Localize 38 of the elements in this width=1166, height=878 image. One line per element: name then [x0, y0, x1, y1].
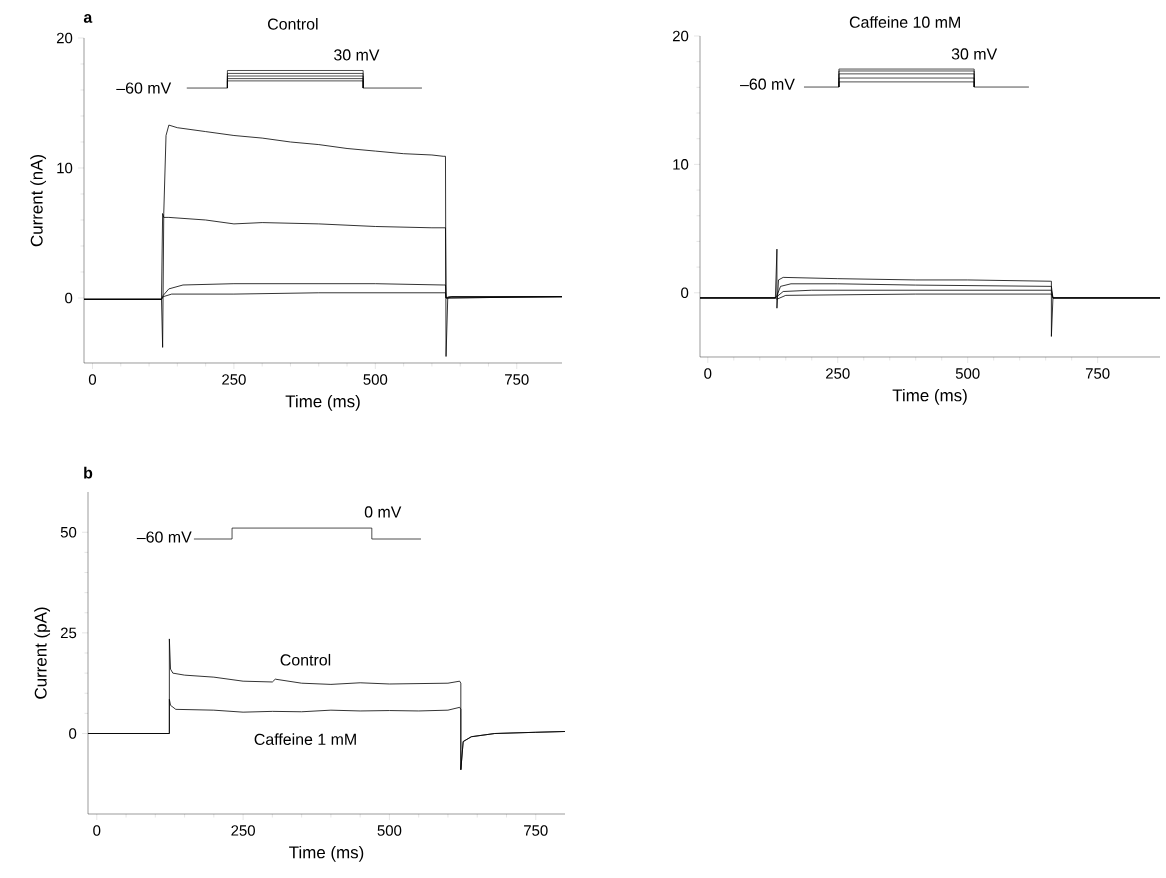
x-tick-label: 250 — [231, 825, 255, 836]
x-tick-label: 750 — [505, 374, 529, 385]
x-tick-label: 0 — [88, 374, 97, 385]
y-axis-title: Current (pA) — [34, 607, 51, 699]
y-tick-label: 10 — [673, 159, 689, 170]
annotation: –60 mV — [116, 82, 172, 94]
y-tick-label: 0 — [681, 287, 689, 299]
series-label: Control — [280, 653, 331, 666]
y-tick-label: 0 — [65, 292, 73, 304]
x-tick-label: 500 — [955, 368, 980, 379]
y-tick-label: 20 — [56, 32, 73, 44]
y-axis-title: Current (nA) — [30, 154, 47, 247]
annotation: 30 mV — [334, 49, 380, 61]
x-axis-title: Time (ms) — [285, 394, 360, 411]
x-tick-label: 750 — [1085, 368, 1110, 379]
annotation: –60 mV — [136, 531, 192, 543]
annotation: 0 mV — [364, 506, 402, 518]
annotation: 30 mV — [951, 48, 998, 60]
text: b — [84, 466, 93, 479]
y-tick-label: 20 — [672, 30, 689, 42]
y-tick-label: 10 — [57, 162, 73, 174]
y-tick-label: 0 — [69, 728, 77, 739]
y-tick-label: 50 — [60, 526, 77, 538]
x-tick-label: 250 — [826, 368, 850, 379]
x-axis-title: Time (ms) — [289, 845, 364, 862]
x-axis-title: Time (ms) — [892, 388, 967, 405]
x-tick-label: 250 — [222, 374, 246, 385]
x-tick-label: 500 — [377, 825, 402, 836]
x-tick-label: 0 — [93, 825, 101, 836]
x-tick-label: 750 — [524, 825, 548, 836]
x-tick-label: 0 — [704, 368, 712, 379]
text: a — [83, 14, 93, 23]
x-tick-label: 500 — [363, 374, 388, 385]
chart-title: Caffeine 10 mM — [849, 16, 960, 28]
series-label: Caffeine 1 mM — [254, 733, 356, 745]
chart-title: Control — [268, 18, 318, 30]
y-tick-label: 25 — [60, 627, 77, 639]
annotation: –60 mV — [740, 78, 795, 90]
